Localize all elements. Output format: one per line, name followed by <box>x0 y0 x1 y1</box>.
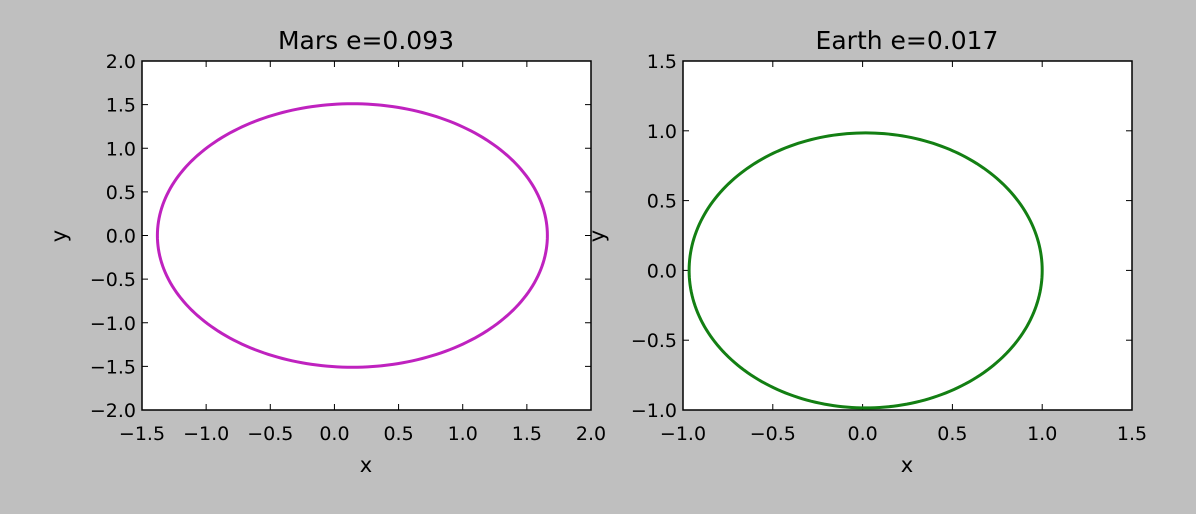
mars-x-tick-label: −1.0 <box>183 423 229 445</box>
mars-orbit-line <box>155 102 549 369</box>
earth-axes-area <box>682 60 1133 411</box>
earth-y-ticks: −1.0 −0.5 0.0 0.5 1.0 1.5 <box>631 51 1132 422</box>
earth-y-tick-label: −0.5 <box>631 330 677 352</box>
mars-x-tick-label: 0.5 <box>383 423 413 445</box>
earth-x-axis-label: x <box>901 453 913 477</box>
earth-orbit-line <box>687 131 1044 410</box>
mars-x-tick-label: 0.0 <box>319 423 349 445</box>
earth-subplot: Earth e=0.017 x y −1.0 −0.5 0.0 0.5 1.0 1.5 −… <box>585 26 1147 477</box>
mars-x-tick-label: 1.0 <box>448 423 478 445</box>
earth-x-tick-label: 0.5 <box>937 423 967 445</box>
earth-y-tick-label: −1.0 <box>631 400 677 422</box>
mars-x-tick-label: −1.5 <box>119 423 165 445</box>
earth-y-tick-label: 0.0 <box>647 260 677 282</box>
mars-chart-title: Mars e=0.093 <box>278 26 454 55</box>
earth-series <box>687 131 1044 410</box>
earth-y-tick-label: 1.0 <box>647 121 677 143</box>
mars-y-tick-label: −0.5 <box>90 269 136 291</box>
mars-axes-area <box>141 60 592 411</box>
mars-x-tick-label: 2.0 <box>576 423 606 445</box>
earth-y-axis-label: y <box>585 230 609 242</box>
earth-x-tick-label: 1.5 <box>1117 423 1147 445</box>
mars-y-tick-label: 0.5 <box>106 182 136 204</box>
mars-x-axis-label: x <box>360 453 372 477</box>
earth-x-tick-label: −0.5 <box>750 423 796 445</box>
mars-y-tick-label: 1.0 <box>106 138 136 160</box>
earth-x-tick-label: −1.0 <box>660 423 706 445</box>
earth-x-tick-label: 0.0 <box>847 423 877 445</box>
mars-x-tick-label: −0.5 <box>247 423 293 445</box>
earth-y-tick-label: 1.5 <box>647 51 677 73</box>
mars-series <box>155 102 549 369</box>
mars-y-tick-label: −2.0 <box>90 400 136 422</box>
mars-subplot: Mars e=0.093 x y −1.5 −1.0 −0.5 0.0 0.5 1.0 1.… <box>47 26 606 477</box>
mars-y-tick-label: 2.0 <box>106 51 136 73</box>
earth-chart-title: Earth e=0.017 <box>816 26 999 55</box>
mars-y-tick-label: 1.5 <box>106 95 136 117</box>
mars-x-tick-label: 1.5 <box>512 423 542 445</box>
mars-y-tick-label: −1.5 <box>90 356 136 378</box>
mars-y-axis-label: y <box>47 230 71 242</box>
earth-x-ticks: −1.0 −0.5 0.0 0.5 1.0 1.5 <box>660 61 1147 445</box>
earth-y-tick-label: 0.5 <box>647 191 677 213</box>
mars-y-tick-label: 0.0 <box>106 226 136 248</box>
earth-x-tick-label: 1.0 <box>1027 423 1057 445</box>
mars-x-ticks: −1.5 −1.0 −0.5 0.0 0.5 1.0 1.5 2.0 <box>119 61 606 445</box>
mars-y-tick-label: −1.0 <box>90 313 136 335</box>
mars-y-ticks: −2.0 −1.5 −1.0 −0.5 0.0 0.5 1.0 1.5 2.0 <box>90 51 591 422</box>
